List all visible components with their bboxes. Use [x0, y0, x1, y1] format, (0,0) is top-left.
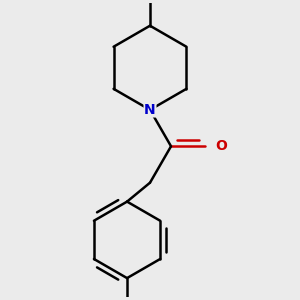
Text: O: O: [215, 139, 227, 153]
Text: N: N: [144, 103, 156, 117]
